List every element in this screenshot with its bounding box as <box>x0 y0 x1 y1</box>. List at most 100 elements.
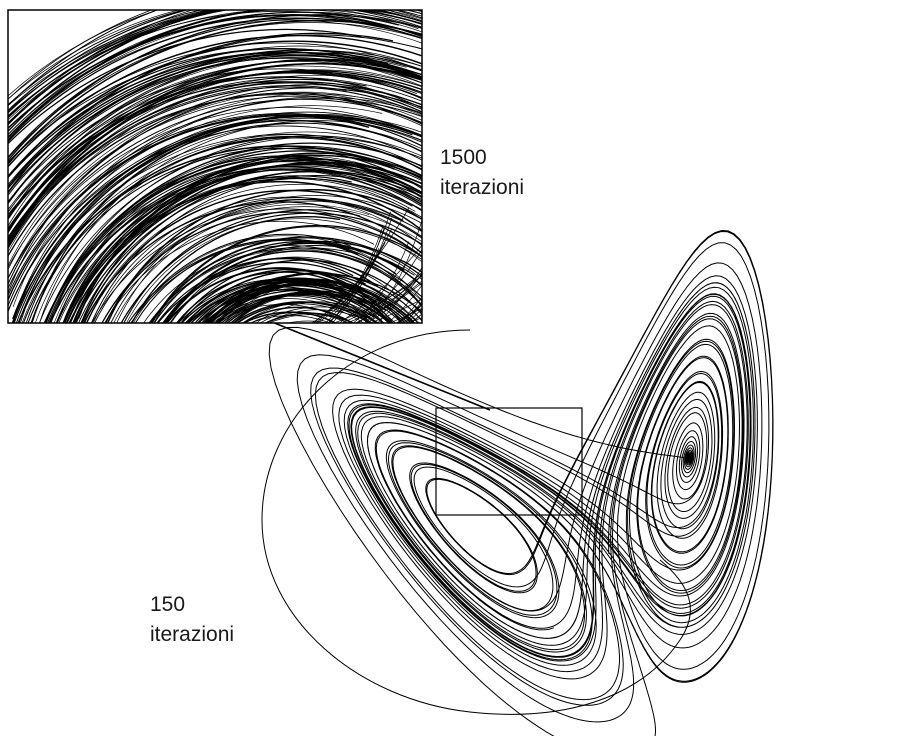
inset-crossing-strand <box>354 280 422 323</box>
inset-arc <box>73 162 414 323</box>
attractor-outer-loop <box>261 329 691 715</box>
inset-arc <box>91 208 422 323</box>
inset-arc <box>8 19 422 166</box>
inset-arc <box>8 34 422 188</box>
inset-arc <box>8 54 422 190</box>
inset-arc <box>286 320 330 323</box>
inset-arc <box>223 291 364 323</box>
inset-arc <box>8 76 422 220</box>
inset-crossing-strand <box>368 218 422 323</box>
inset-arc <box>226 293 353 323</box>
inset-arc <box>264 312 355 323</box>
inset-arc <box>8 18 422 159</box>
inset-arc <box>265 309 371 323</box>
inset-arc <box>8 77 422 230</box>
inset-arc <box>47 156 422 323</box>
inset-crossing-strand <box>416 239 509 330</box>
inset-arc <box>39 136 422 323</box>
inset-arc <box>8 58 422 194</box>
inset-crossing-strand <box>426 228 498 331</box>
inset-crossing-strand <box>387 284 422 323</box>
inset-crossing-strand <box>315 228 393 323</box>
inset-crossing-strand <box>397 304 422 323</box>
inset-arc <box>217 282 409 323</box>
inset-arc <box>149 236 422 323</box>
inset-arc <box>30 135 422 323</box>
inset-arc <box>39 120 422 323</box>
inset-arc <box>8 70 422 230</box>
inset-arc <box>8 42 422 163</box>
full-iterations-label: 150 iterazioni <box>150 590 234 650</box>
zoom-iterations-label: 1500 iterazioni <box>440 143 524 203</box>
inset-arc <box>16 122 392 323</box>
inset-arc <box>75 154 422 323</box>
inset-arc <box>74 171 422 323</box>
inset-arc <box>163 257 379 323</box>
inset-arc <box>8 51 422 188</box>
inset-crossing-strand <box>313 207 410 323</box>
inset-arc <box>8 71 422 248</box>
inset-crossing-strand <box>398 296 422 323</box>
zoom-region-box <box>435 407 583 516</box>
inset-arc <box>8 59 410 233</box>
inset-arc <box>8 10 393 139</box>
inset-arc <box>151 237 422 323</box>
inset-arc <box>180 279 306 323</box>
inset-arc <box>8 10 422 117</box>
inset-arc <box>143 245 403 323</box>
inset-arc <box>120 212 422 323</box>
inset-arc <box>237 303 365 323</box>
inset-crossing-strand <box>406 308 422 323</box>
inset-arc <box>8 94 422 242</box>
inset-arc <box>62 158 422 323</box>
inset-arc <box>8 82 422 244</box>
inset-arc <box>156 258 354 323</box>
inset-arc <box>8 68 422 203</box>
inset-arc <box>56 168 422 323</box>
attractor-path <box>268 229 774 736</box>
inset-arc <box>8 125 422 313</box>
inset-arc <box>249 311 349 323</box>
inset-arc <box>218 298 325 323</box>
full-iterations-count: 150 <box>150 593 186 616</box>
inset-crossing-strand <box>411 249 521 330</box>
inset-arc <box>249 315 329 323</box>
inset-arc <box>8 87 422 286</box>
inset-arc <box>8 98 422 308</box>
inset-arc <box>8 60 422 221</box>
inset-arc <box>44 150 422 323</box>
inset-arc <box>212 293 384 323</box>
inset-arc <box>190 286 372 323</box>
inset-arc <box>56 147 422 323</box>
inset-arc <box>153 240 405 323</box>
inset-arc <box>8 92 422 271</box>
inset-arc <box>214 294 378 323</box>
zoom-inset-trajectories <box>8 10 522 331</box>
inset-crossing-strand <box>409 313 422 323</box>
inset-arc <box>113 206 422 323</box>
inset-arc <box>8 10 422 121</box>
inset-arc <box>215 304 333 323</box>
inset-crossing-strand <box>395 304 422 323</box>
inset-arc <box>242 311 338 323</box>
inset-arc <box>8 34 422 168</box>
inset-arc <box>8 81 422 217</box>
inset-arc <box>8 22 422 159</box>
inset-arc <box>8 54 407 214</box>
zoom-iterations-count: 1500 <box>440 146 487 169</box>
inset-arc <box>8 52 422 219</box>
inset-arc <box>58 164 422 323</box>
inset-arc <box>8 32 394 194</box>
inset-crossing-strand <box>325 227 383 323</box>
inset-arc <box>94 197 422 323</box>
inset-crossing-strand <box>438 231 522 330</box>
inset-crossing-strand <box>377 266 422 323</box>
inset-crossing-strand <box>326 248 380 323</box>
inset-arc <box>8 95 422 269</box>
inset-arc <box>49 148 422 323</box>
inset-arc <box>83 201 422 323</box>
inset-arc <box>134 238 422 323</box>
inset-arc <box>208 295 371 323</box>
inset-arc <box>8 48 422 178</box>
inset-arc <box>186 280 354 323</box>
